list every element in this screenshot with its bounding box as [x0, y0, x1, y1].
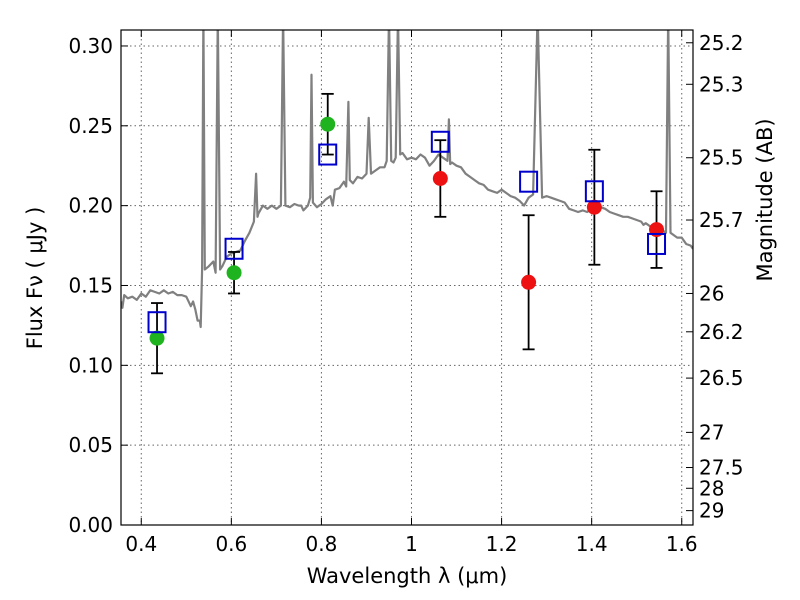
y-tick-label: 0.25: [68, 114, 113, 138]
y2-tick-label: 27: [699, 420, 724, 444]
x-tick-label: 1.4: [576, 532, 608, 556]
model-square-marker: [584, 180, 604, 203]
x-tick-label: 0.4: [125, 532, 157, 556]
x-axis-title: Wavelength λ (μm): [307, 564, 508, 588]
y-axis-title: Flux Fν ( μJy ): [23, 207, 47, 350]
y2-tick-label: 25.3: [699, 72, 744, 96]
y-tick-label: 0.30: [68, 34, 113, 58]
green-observed-marker: [226, 265, 242, 281]
data-points-layer: [147, 92, 667, 375]
y2-tick-label: 26.5: [699, 366, 744, 390]
x-tick-label: 0.8: [306, 532, 338, 556]
y2-tick-label: 25.2: [699, 31, 744, 55]
green-observed-marker: [320, 116, 336, 132]
model-square-marker: [224, 237, 244, 260]
y2-tick-label: 29: [699, 499, 724, 523]
y2-tick-label: 28: [699, 476, 724, 500]
y2-axis-title: Magnitude (AB): [753, 118, 777, 281]
y2-tick-label: 26: [699, 281, 724, 305]
x-tick-label: 0.6: [215, 532, 247, 556]
model-spectrum-line: [121, 30, 693, 329]
x-tick-label: 1.6: [666, 532, 698, 556]
x-tick-label: 1: [405, 532, 418, 556]
model-square-marker: [647, 232, 667, 255]
red-observed-marker: [586, 199, 602, 215]
green-observed-marker: [149, 330, 165, 346]
y-tick-label: 0.00: [68, 513, 113, 537]
model-square-marker: [318, 143, 338, 166]
model-square-marker: [147, 311, 167, 334]
y-tick-label: 0.15: [68, 273, 113, 297]
grid-layer: [121, 30, 693, 526]
model-square-marker: [519, 170, 539, 193]
red-observed-marker: [521, 274, 537, 290]
y-tick-label: 0.05: [68, 433, 113, 457]
model-square-marker: [430, 130, 450, 153]
y2-tick-label: 25.5: [699, 146, 744, 170]
ticks-layer: 0.4 0.6 0.8 1 1.2 1.4 1.6 0.00 0.05 0.10 0.15 0.20 0…: [68, 30, 744, 556]
y-tick-label: 0.10: [68, 353, 113, 377]
y2-tick-label: 25.7: [699, 208, 744, 232]
y2-tick-label: 26.2: [699, 320, 744, 344]
plot-frame: [120, 29, 694, 526]
x-tick-label: 1.2: [486, 532, 518, 556]
y-tick-label: 0.20: [68, 194, 113, 218]
model-spectrum-layer: [121, 30, 693, 329]
red-observed-marker: [432, 171, 448, 186]
y2-tick-label: 27.5: [699, 456, 744, 480]
